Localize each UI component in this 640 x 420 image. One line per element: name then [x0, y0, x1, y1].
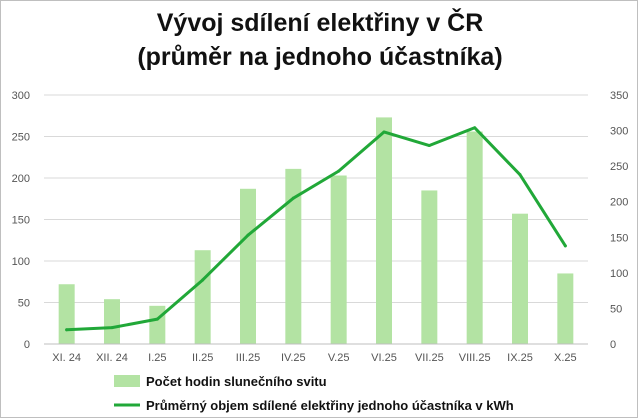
line-point: [246, 233, 250, 237]
y-right-tick-label: 0: [610, 339, 616, 351]
y-left-tick-label: 0: [24, 339, 30, 351]
line-series: [65, 126, 567, 332]
bar: [104, 299, 120, 344]
bar: [421, 190, 438, 344]
x-tick-label: II.25: [192, 352, 213, 364]
line-point: [473, 126, 477, 130]
line-point: [110, 326, 114, 330]
y-left-tick-label: 300: [12, 90, 30, 102]
y-left-tick-label: 150: [12, 215, 30, 227]
bar: [194, 250, 211, 344]
x-tick-label: X.25: [554, 352, 577, 364]
bar-series: [58, 117, 574, 344]
chart-title-line2: (průměr na jednoho účastníka): [137, 43, 503, 71]
bar: [240, 188, 256, 344]
legend-swatch-bars: [114, 375, 140, 387]
legend-label-bars: Počet hodin slunečního svitu: [146, 374, 327, 389]
line-point: [155, 317, 159, 321]
y-right-tick-label: 100: [610, 268, 628, 280]
x-tick-label: VI.25: [371, 352, 397, 364]
x-tick-label: I.25: [148, 352, 166, 364]
x-tick-label: V.25: [328, 352, 350, 364]
line-point: [201, 278, 205, 282]
x-tick-label: VIII.25: [459, 352, 491, 364]
x-tick-label: III.25: [236, 352, 260, 364]
line-path: [65, 126, 567, 332]
y-right-tick-label: 300: [610, 126, 628, 138]
bar: [149, 305, 166, 344]
y-right-tick-label: 150: [610, 232, 628, 244]
line-point: [291, 196, 295, 200]
x-tick-label: IX.25: [507, 352, 533, 364]
x-tick-label: XII. 24: [96, 352, 128, 364]
bar: [557, 273, 574, 344]
y-left-tick-label: 100: [12, 256, 30, 268]
axes: 0 50 100 150 200 250 300 0 50 100 150 200 250 300 350 X…: [12, 90, 629, 364]
chart-title: Vývoj sdílení elektřiny v ČR (průměr na …: [0, 6, 640, 74]
line-point: [563, 244, 567, 248]
bar: [466, 131, 483, 344]
line-point: [427, 144, 431, 148]
y-right-tick-label: 50: [610, 303, 622, 315]
bar: [58, 284, 75, 344]
x-tick-label: VII.25: [415, 352, 444, 364]
y-right-tick-label: 250: [610, 161, 628, 173]
line-point: [518, 173, 522, 177]
y-right-tick-label: 350: [610, 90, 628, 102]
line-point: [65, 328, 69, 332]
gridlines: [44, 94, 588, 345]
legend: Počet hodin slunečního svitu Průměrný obj…: [114, 374, 514, 413]
bar: [330, 175, 347, 344]
chart-title-line1: Vývoj sdílení elektřiny v ČR: [156, 9, 484, 37]
legend-label-line: Průměrný objem sdílené elektřiny jednoho…: [146, 398, 514, 413]
x-tick-label: XI. 24: [52, 352, 81, 364]
bar: [376, 117, 392, 344]
y-left-tick-label: 50: [18, 298, 30, 310]
x-tick-label: IV.25: [281, 352, 306, 364]
line-point: [337, 169, 341, 173]
bar: [285, 168, 302, 344]
line-point: [382, 130, 386, 134]
y-left-tick-label: 250: [12, 132, 30, 144]
y-right-tick-label: 200: [610, 197, 628, 209]
y-left-tick-label: 200: [12, 173, 30, 185]
bar: [512, 213, 528, 344]
